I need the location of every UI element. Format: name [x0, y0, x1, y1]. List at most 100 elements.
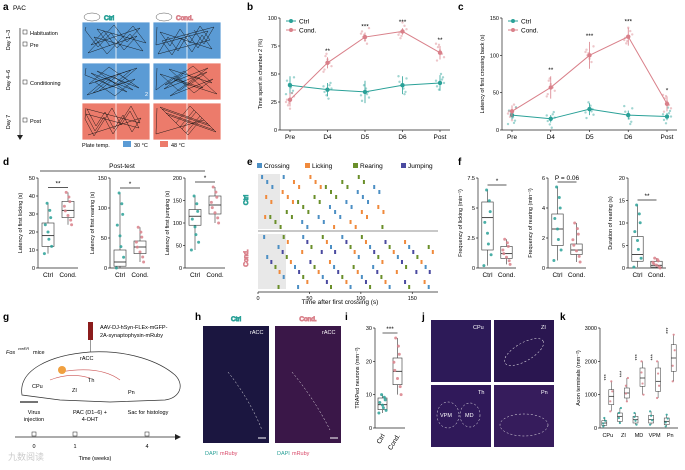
brain-outline	[21, 351, 181, 403]
cond-event-10-2	[369, 285, 372, 289]
cond-dot-3-1	[657, 372, 660, 375]
ctrl-dot-6	[120, 202, 124, 206]
y-tick-label-2: 10	[619, 221, 625, 227]
cond-dot-1	[142, 260, 146, 264]
cond-event-0-3	[321, 235, 324, 239]
ctrl-event-4-0	[265, 195, 268, 199]
ctrl-event-2-5	[319, 185, 322, 189]
ctrl-dot-0-5	[292, 76, 296, 79]
cond-dot-5	[209, 200, 213, 204]
x-tick-label-1: Cond.	[568, 272, 586, 279]
ctrl-mean-1	[548, 116, 553, 122]
cond-dot-0-5	[508, 115, 512, 119]
ctrl-box	[41, 222, 55, 247]
cond-dot-0	[210, 206, 214, 210]
cond-dot-7	[505, 241, 509, 245]
cond-event-8-5	[380, 275, 383, 279]
cond-dot-2	[397, 352, 401, 356]
ctrl-dot-0	[42, 252, 46, 256]
panel-b-chart: 0 25 50 75 100 Pre D4 D5 D6 Post Time spent in cha…	[258, 16, 450, 141]
cond-dot-5	[571, 238, 575, 242]
cond-event-6-5	[333, 265, 336, 269]
legend-label-2: Rearing	[360, 163, 383, 170]
ctrl-dot-1-3	[325, 94, 328, 97]
ctrl-dot-5	[50, 244, 54, 248]
ctrl-event-8-5	[264, 215, 267, 219]
cond-dot-0-6	[506, 112, 510, 115]
cond-event-5-0	[381, 260, 384, 264]
panel-k-chart: 0 1000 2000 3000 CPu ZI MD VPM Pn Axon terminals …	[576, 326, 678, 439]
cond-event-8-3	[341, 275, 344, 279]
panel-h: h Ctrl Cond. rACC rACC DAPI mRuby DAPI m…	[195, 312, 341, 457]
cond-dot-4-2	[669, 107, 673, 110]
cond-dot-0	[393, 368, 397, 372]
cond-event-5-1	[400, 260, 403, 264]
cond-dot-1-2	[553, 89, 556, 93]
cond-dot-2-6	[359, 32, 363, 35]
cond-dot-4-1	[672, 333, 675, 336]
cond-dot-1-0	[624, 392, 628, 395]
ctrl-dot-1	[558, 206, 562, 210]
panel-a-phase-habituation: Habituation	[30, 31, 58, 37]
ctrl-dot-1-2	[327, 97, 330, 100]
x-tick-label-1: D4	[323, 134, 332, 141]
y-tick-label-2: 100	[490, 53, 499, 59]
cond-dot-6	[69, 218, 73, 222]
cond-event-7-0	[428, 270, 431, 274]
ctrl-dot-2-4	[585, 116, 588, 120]
y-tick-label-4: 20	[619, 176, 625, 182]
cond-event-3-5	[431, 250, 434, 254]
y-tick-label-1: 50	[101, 236, 107, 242]
ctrl-dot-6	[637, 212, 641, 216]
y-tick-label-2: 100	[173, 221, 182, 227]
ctrl-event-0-0	[261, 175, 264, 179]
cond-event-10-3	[388, 285, 391, 289]
ctrl-dot-2-4	[360, 99, 364, 103]
cond-dot-6	[216, 216, 220, 220]
cond-box-0	[608, 389, 615, 405]
ctrl-dot-1	[488, 210, 492, 214]
ctrl-dot-4-0	[664, 425, 667, 428]
cond-dot-4-6	[434, 42, 438, 45]
panel-h-ctrl-label: Ctrl	[231, 316, 242, 323]
ctrl-dot-2	[47, 237, 51, 241]
cond-event-8-2	[321, 275, 324, 279]
y-tick-label-2: 2000	[585, 359, 597, 365]
panel-j-region-zi: ZI	[541, 325, 546, 331]
brain-projection-2	[59, 369, 121, 381]
cond-dot-4	[211, 185, 215, 189]
cond-dot-1	[508, 262, 512, 266]
cond-dot-1-1	[625, 400, 629, 403]
ctrl-box	[188, 209, 202, 226]
panel-a-phase-post: Post	[30, 119, 41, 125]
cond-dot-1	[217, 221, 221, 225]
x-tick-label-2: D5	[585, 134, 594, 141]
cond-dot-3-2	[631, 33, 634, 36]
ctrl-dot-0-0	[506, 122, 510, 126]
cond-dot-5	[501, 248, 505, 252]
panel-a-temp-hot-swatch	[160, 141, 168, 147]
ctrl-dot-3-5	[631, 107, 634, 110]
ctrl-event-10-0	[333, 225, 336, 229]
ctrl-mean-1	[325, 87, 330, 92]
ctrl-dot-3-1	[630, 120, 633, 123]
panel-a-group-ctrl: Ctrl	[104, 15, 115, 22]
cond-dot-3-5	[625, 42, 628, 45]
ctrl-dot-1	[121, 212, 125, 216]
panel-e-xlabel: Time after first crossing (s)	[302, 299, 379, 306]
sig-4: ***	[666, 327, 672, 334]
sig-0: ***	[604, 373, 610, 380]
cond-dot-3	[575, 249, 578, 253]
panel-j-image-th	[431, 385, 491, 447]
ctrl-dot-3	[117, 191, 121, 195]
ctrl-dot-4-6	[667, 112, 671, 115]
cond-event-5-4	[289, 260, 292, 264]
ctrl-dot-1-3	[617, 411, 621, 415]
ctrl-dot-4-6	[440, 78, 444, 81]
panel-a-chamber-number: 2	[145, 92, 148, 98]
cond-dot-2-0	[640, 371, 643, 374]
cond-event-3-1	[353, 250, 356, 254]
ctrl-dot-5	[639, 256, 643, 260]
x-tick-label-0: Pre	[507, 134, 518, 141]
ctrl-event-3-2	[330, 190, 332, 194]
